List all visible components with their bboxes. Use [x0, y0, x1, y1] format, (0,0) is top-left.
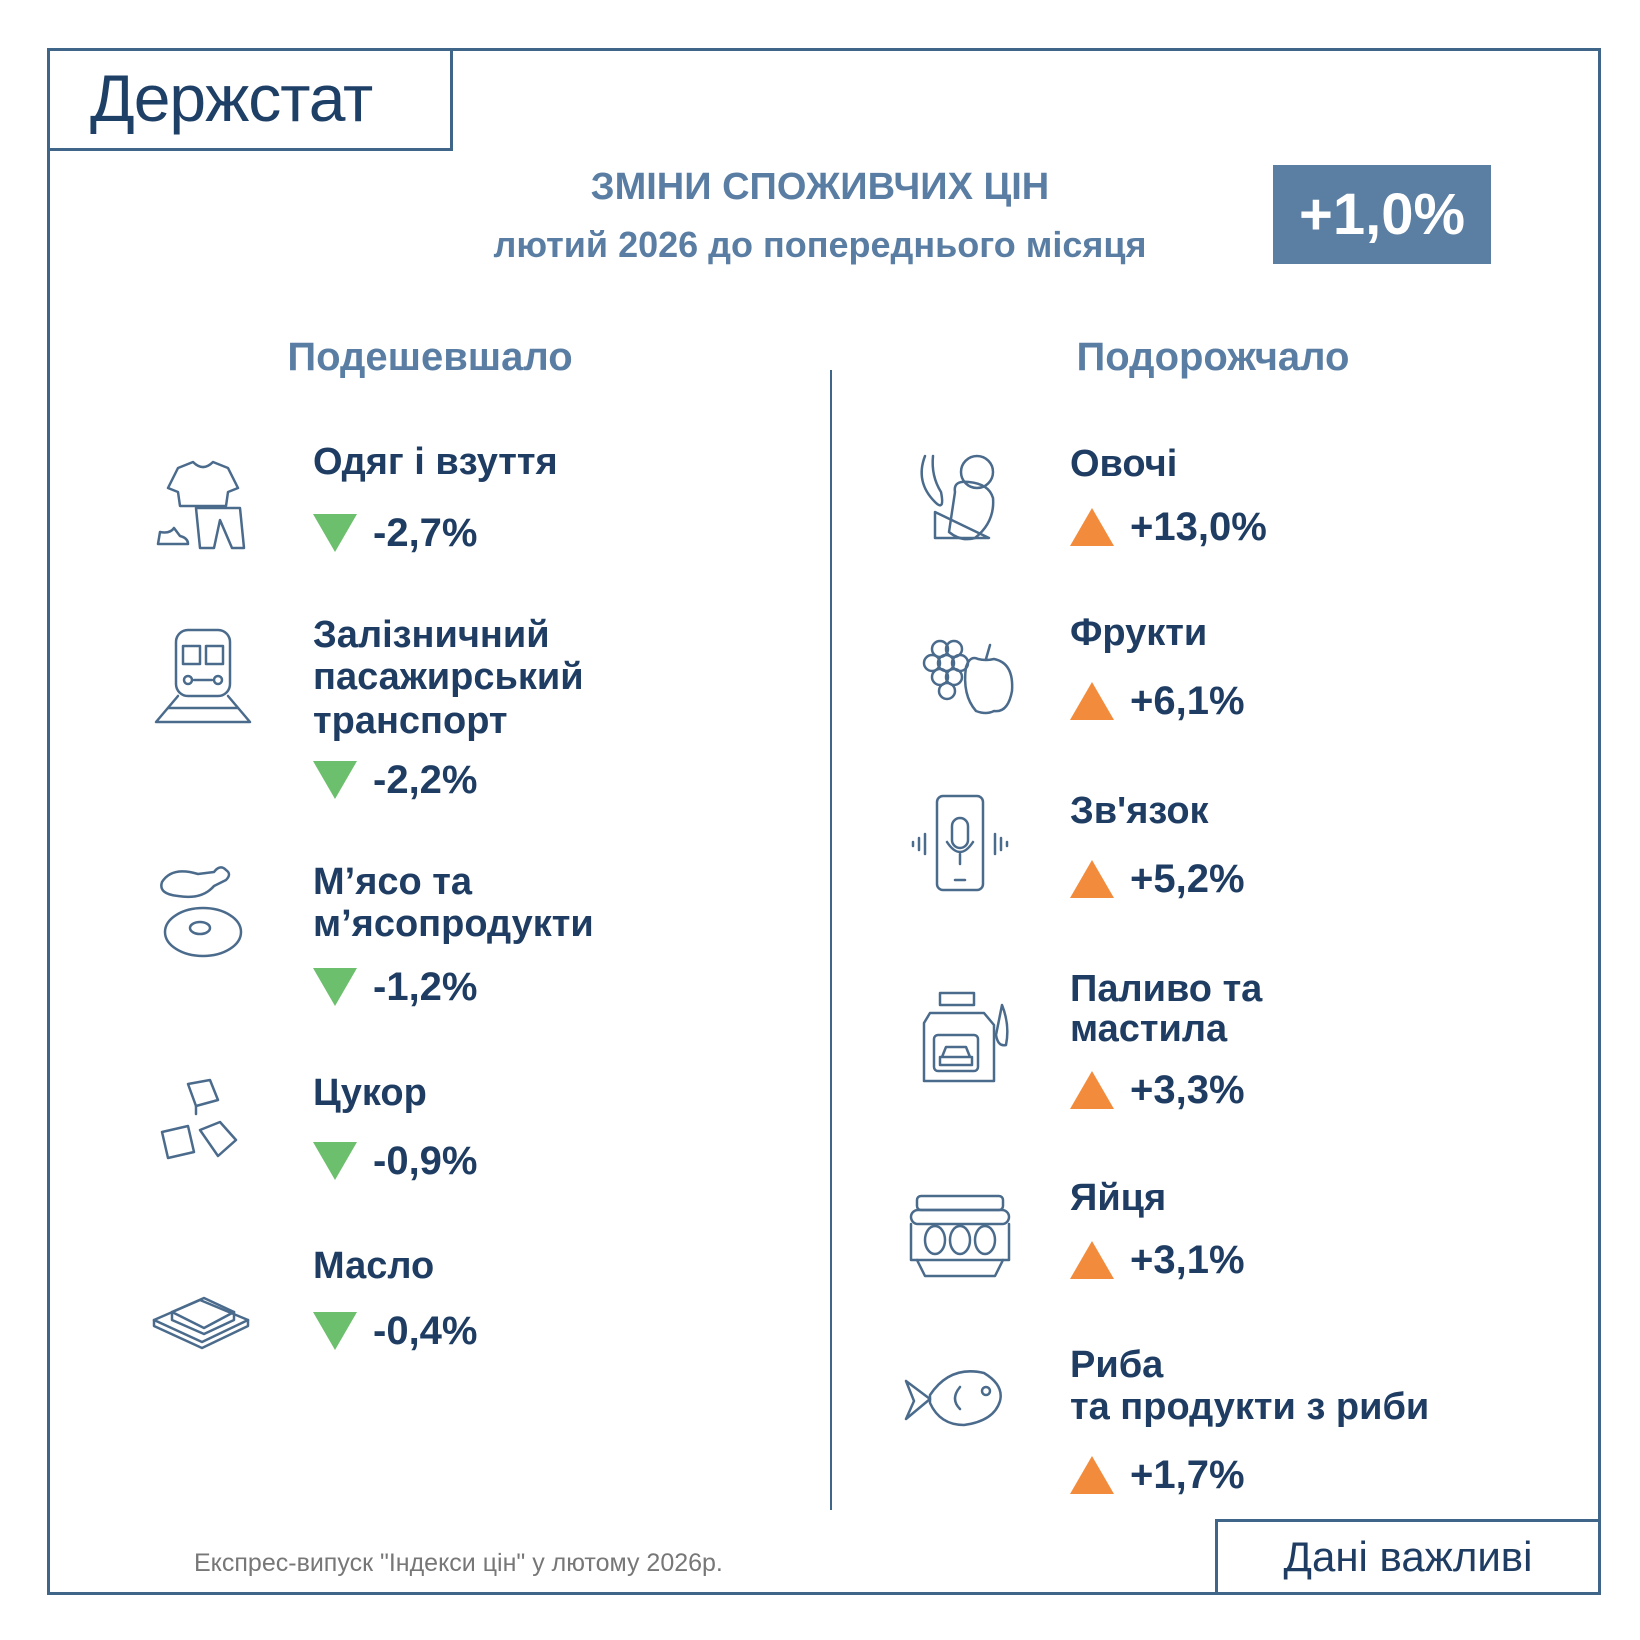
category-name: Залізничний — [313, 614, 550, 656]
category-change: -0,9% — [313, 1139, 478, 1183]
category-change: -2,7% — [313, 511, 478, 555]
clothes-icon — [148, 448, 258, 558]
train-icon — [148, 622, 258, 732]
arrow-down-icon — [313, 761, 357, 799]
category-name: Овочі — [1070, 443, 1178, 485]
category-name: Риба — [1070, 1344, 1164, 1386]
change-value: -0,9% — [373, 1139, 478, 1183]
category-name: Масло — [313, 1245, 435, 1287]
vegetables-icon — [905, 442, 1015, 552]
category-name: Фрукти — [1070, 612, 1208, 654]
cheaper-heading: Подешевшало — [287, 335, 573, 379]
category-name: Одяг і взуття — [313, 441, 558, 483]
category-change: +6,1% — [1070, 679, 1245, 723]
category-change: -0,4% — [313, 1309, 478, 1353]
infographic-frame — [47, 48, 1601, 1595]
arrow-up-icon — [1070, 1071, 1114, 1109]
source-note: Експрес-випуск "Індекси цін" у лютому 20… — [194, 1549, 723, 1577]
arrow-up-icon — [1070, 860, 1114, 898]
pricier-heading: Подорожчало — [1076, 335, 1350, 379]
category-name: Яйця — [1070, 1177, 1167, 1219]
eggs-icon — [905, 1180, 1015, 1290]
category-change: +3,3% — [1070, 1068, 1245, 1112]
tagline-box — [1215, 1519, 1598, 1592]
category-change: +1,7% — [1070, 1453, 1245, 1497]
phone-icon — [905, 790, 1015, 900]
page-subtitle: лютий 2026 до попереднього місяця — [493, 224, 1147, 265]
column-divider — [830, 370, 832, 1510]
fruits-icon — [910, 615, 1020, 725]
arrow-up-icon — [1070, 508, 1114, 546]
meat-icon — [148, 860, 258, 970]
page-title: ЗМІНИ СПОЖИВЧИХ ЦІН — [590, 166, 1050, 208]
change-value: +6,1% — [1130, 679, 1245, 723]
category-name: пасажирський — [313, 656, 584, 698]
category-change: +5,2% — [1070, 857, 1245, 901]
category-name: м’ясопродукти — [313, 903, 594, 945]
change-value: -0,4% — [373, 1309, 478, 1353]
arrow-down-icon — [313, 1312, 357, 1350]
change-value: +13,0% — [1130, 505, 1267, 549]
category-name: Паливо та — [1070, 968, 1263, 1010]
category-name: та продукти з риби — [1070, 1386, 1430, 1428]
arrow-up-icon — [1070, 682, 1114, 720]
sugar-cubes-icon — [148, 1070, 258, 1180]
change-value: -1,2% — [373, 965, 478, 1009]
arrow-up-icon — [1070, 1241, 1114, 1279]
category-change: +13,0% — [1070, 505, 1267, 549]
category-name: М’ясо та — [313, 861, 473, 903]
category-change: +3,1% — [1070, 1238, 1245, 1282]
category-name: транспорт — [313, 700, 508, 742]
change-value: -2,2% — [373, 758, 478, 802]
butter-icon — [148, 1250, 258, 1360]
category-name: Цукор — [313, 1072, 427, 1114]
change-value: +5,2% — [1130, 857, 1245, 901]
fish-icon — [900, 1345, 1010, 1455]
change-value: -2,7% — [373, 511, 478, 555]
category-change: -2,2% — [313, 758, 478, 802]
fuel-canister-icon — [910, 985, 1020, 1095]
arrow-down-icon — [313, 514, 357, 552]
arrow-down-icon — [313, 968, 357, 1006]
arrow-up-icon — [1070, 1456, 1114, 1494]
arrow-down-icon — [313, 1142, 357, 1180]
change-value: +3,1% — [1130, 1238, 1245, 1282]
logo-box — [47, 48, 453, 151]
category-name: мастила — [1070, 1008, 1228, 1050]
category-change: -1,2% — [313, 965, 478, 1009]
change-value: +3,3% — [1130, 1068, 1245, 1112]
logo: Держстат — [90, 61, 373, 135]
total-change-badge: +1,0% — [1273, 165, 1491, 264]
category-name: Зв'язок — [1070, 790, 1209, 832]
change-value: +1,7% — [1130, 1453, 1245, 1497]
tagline: Дані важливі — [1283, 1533, 1533, 1580]
